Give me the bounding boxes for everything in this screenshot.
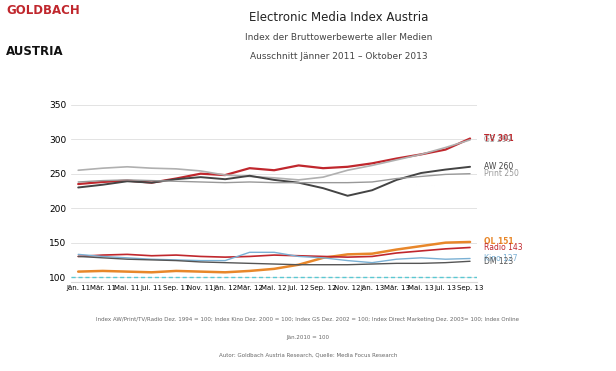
Text: GS 299: GS 299 bbox=[484, 135, 511, 144]
Text: Ausschnitt Jänner 2011 – Oktober 2013: Ausschnitt Jänner 2011 – Oktober 2013 bbox=[250, 52, 428, 61]
Text: AUSTRIA: AUSTRIA bbox=[6, 45, 64, 58]
Text: TV 301: TV 301 bbox=[484, 134, 513, 143]
Text: Print 250: Print 250 bbox=[484, 169, 519, 178]
Text: OL 151: OL 151 bbox=[484, 237, 513, 246]
Text: AW 260: AW 260 bbox=[484, 162, 513, 171]
Text: Index AW/Print/TV/Radio Dez. 1994 = 100; Index Kino Dez. 2000 = 100; Index GS De: Index AW/Print/TV/Radio Dez. 1994 = 100;… bbox=[97, 317, 519, 322]
Text: Kino 127: Kino 127 bbox=[484, 254, 517, 263]
Text: Index der Bruttowerbewerte aller Medien: Index der Bruttowerbewerte aller Medien bbox=[245, 33, 432, 42]
Text: Jän.2010 = 100: Jän.2010 = 100 bbox=[286, 335, 330, 341]
Text: Radio 143: Radio 143 bbox=[484, 243, 522, 252]
Text: GOLDBACH: GOLDBACH bbox=[6, 4, 80, 17]
Text: DM 123: DM 123 bbox=[484, 257, 513, 266]
Text: Autor: Goldbach Austria Research, Quelle: Media Focus Research: Autor: Goldbach Austria Research, Quelle… bbox=[219, 352, 397, 357]
Text: Electronic Media Index Austria: Electronic Media Index Austria bbox=[249, 11, 429, 24]
